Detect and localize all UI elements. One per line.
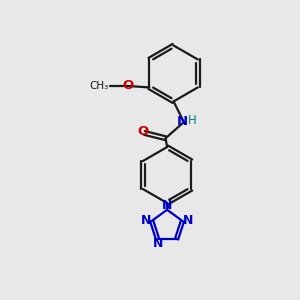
- Text: N: N: [162, 200, 172, 212]
- Text: N: N: [141, 214, 152, 227]
- Text: N: N: [183, 214, 193, 227]
- Text: O: O: [137, 125, 148, 138]
- Text: N: N: [177, 115, 188, 128]
- Text: N: N: [153, 237, 163, 250]
- Text: H: H: [188, 114, 197, 127]
- Text: CH₃: CH₃: [89, 81, 108, 91]
- Text: O: O: [123, 79, 134, 92]
